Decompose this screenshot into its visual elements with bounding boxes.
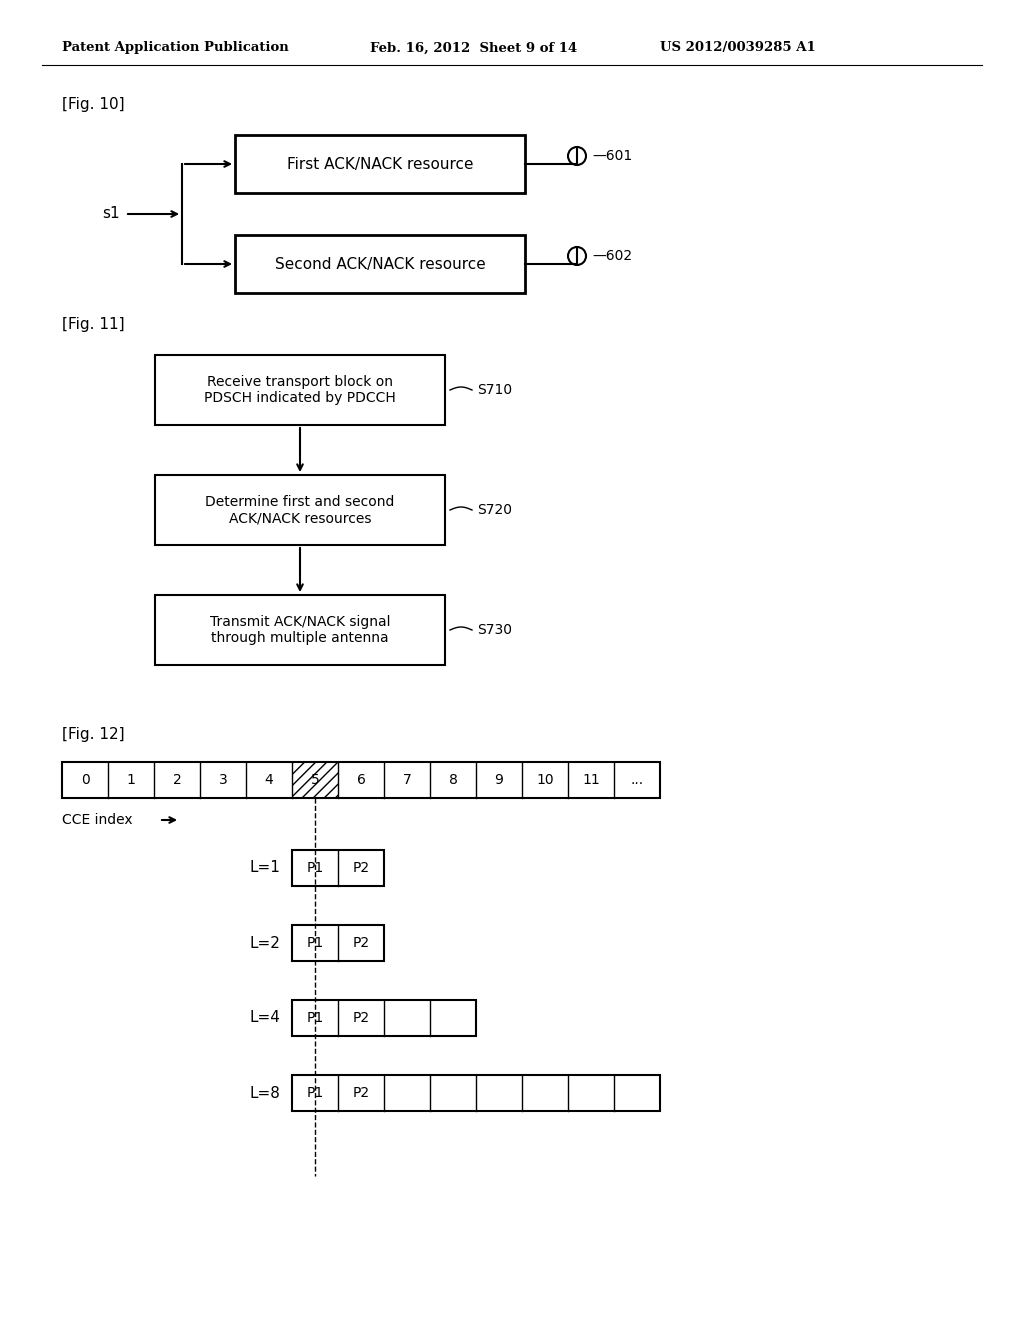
- Text: [Fig. 12]: [Fig. 12]: [62, 727, 125, 742]
- Text: 4: 4: [264, 774, 273, 787]
- Text: 9: 9: [495, 774, 504, 787]
- Bar: [292, 1074, 660, 1111]
- Text: —601: —601: [592, 149, 632, 162]
- Text: First ACK/NACK resource: First ACK/NACK resource: [287, 157, 473, 172]
- Bar: [155, 355, 445, 425]
- Text: Patent Application Publication: Patent Application Publication: [62, 41, 289, 54]
- Text: 7: 7: [402, 774, 412, 787]
- Text: Receive transport block on
PDSCH indicated by PDCCH: Receive transport block on PDSCH indicat…: [204, 375, 396, 405]
- Text: 5: 5: [310, 774, 319, 787]
- Text: —602: —602: [592, 249, 632, 263]
- Text: 10: 10: [537, 774, 554, 787]
- Text: L=1: L=1: [249, 861, 280, 875]
- Text: 11: 11: [582, 774, 600, 787]
- Text: P1: P1: [306, 1011, 324, 1026]
- Text: 0: 0: [81, 774, 89, 787]
- Bar: [292, 1001, 476, 1036]
- Text: Transmit ACK/NACK signal
through multiple antenna: Transmit ACK/NACK signal through multipl…: [210, 615, 390, 645]
- Text: US 2012/0039285 A1: US 2012/0039285 A1: [660, 41, 816, 54]
- Bar: [292, 925, 384, 961]
- Bar: [62, 762, 660, 799]
- Text: Feb. 16, 2012  Sheet 9 of 14: Feb. 16, 2012 Sheet 9 of 14: [370, 41, 578, 54]
- Text: P2: P2: [352, 1086, 370, 1100]
- Text: S730: S730: [477, 623, 512, 638]
- Text: L=8: L=8: [249, 1085, 280, 1101]
- Text: [Fig. 11]: [Fig. 11]: [62, 318, 125, 333]
- Bar: [234, 235, 525, 293]
- Text: P2: P2: [352, 936, 370, 950]
- Text: CCE index: CCE index: [62, 813, 133, 828]
- Text: 2: 2: [173, 774, 181, 787]
- Text: L=4: L=4: [249, 1011, 280, 1026]
- Bar: [155, 595, 445, 665]
- Bar: [292, 762, 338, 799]
- Text: P1: P1: [306, 1086, 324, 1100]
- Bar: [234, 135, 525, 193]
- Text: P2: P2: [352, 861, 370, 875]
- Text: S720: S720: [477, 503, 512, 517]
- Text: S710: S710: [477, 383, 512, 397]
- Text: Determine first and second
ACK/NACK resources: Determine first and second ACK/NACK reso…: [206, 495, 394, 525]
- Text: L=2: L=2: [249, 936, 280, 950]
- Text: ...: ...: [631, 774, 643, 787]
- Bar: [155, 475, 445, 545]
- Text: 3: 3: [219, 774, 227, 787]
- Text: s1: s1: [102, 206, 120, 222]
- Text: P1: P1: [306, 936, 324, 950]
- Text: 8: 8: [449, 774, 458, 787]
- Text: 1: 1: [127, 774, 135, 787]
- Text: 6: 6: [356, 774, 366, 787]
- Text: P1: P1: [306, 861, 324, 875]
- Text: Second ACK/NACK resource: Second ACK/NACK resource: [274, 256, 485, 272]
- Bar: [292, 850, 384, 886]
- Text: P2: P2: [352, 1011, 370, 1026]
- Text: [Fig. 10]: [Fig. 10]: [62, 98, 125, 112]
